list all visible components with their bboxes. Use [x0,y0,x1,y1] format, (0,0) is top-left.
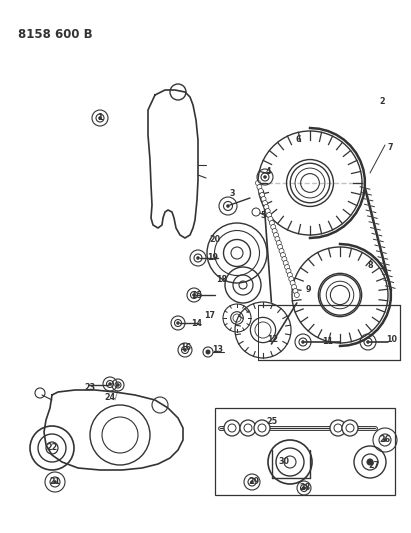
Circle shape [289,277,294,281]
Text: 28: 28 [299,483,311,492]
Text: 5: 5 [260,211,266,220]
Text: 8158 600 B: 8158 600 B [18,28,92,41]
Circle shape [117,384,119,386]
Circle shape [294,293,299,297]
Text: 29: 29 [248,478,260,487]
Circle shape [287,272,292,278]
Circle shape [290,280,295,286]
Text: 4: 4 [265,167,271,176]
Circle shape [254,420,270,436]
Text: 11: 11 [323,337,333,346]
Circle shape [177,322,179,324]
Circle shape [227,205,229,207]
Circle shape [193,294,195,296]
Circle shape [273,232,279,238]
Text: 7: 7 [387,143,393,152]
Text: 22: 22 [46,443,58,453]
Circle shape [275,237,280,241]
Circle shape [197,257,199,259]
Text: 19: 19 [208,254,219,262]
Circle shape [251,481,253,483]
Circle shape [203,347,213,357]
Text: 27: 27 [368,462,380,471]
Text: 24: 24 [104,393,115,402]
Circle shape [268,216,273,222]
Text: 30: 30 [279,457,289,466]
Circle shape [99,117,101,119]
Circle shape [330,420,346,436]
Circle shape [252,208,260,216]
Circle shape [342,420,358,436]
Circle shape [302,341,304,343]
Circle shape [269,221,275,225]
Text: 6: 6 [295,135,301,144]
Circle shape [286,269,291,273]
Text: 10: 10 [386,335,397,344]
Circle shape [303,487,305,489]
Text: 21: 21 [49,478,60,487]
Circle shape [224,420,240,436]
Circle shape [291,285,296,289]
Text: 15: 15 [192,290,203,300]
Circle shape [367,459,373,465]
Circle shape [284,264,290,270]
Text: 16: 16 [180,343,192,352]
Circle shape [367,341,369,343]
Text: 14: 14 [192,319,203,327]
Circle shape [261,197,266,201]
Circle shape [264,176,266,178]
Circle shape [293,288,298,294]
Circle shape [256,181,261,185]
Circle shape [264,205,269,209]
Text: 13: 13 [212,345,224,354]
Circle shape [283,261,288,265]
Circle shape [272,229,277,233]
Text: 17: 17 [205,311,215,319]
Text: 2: 2 [379,98,385,107]
Text: 9: 9 [305,286,311,295]
Circle shape [271,224,276,230]
Circle shape [184,349,186,351]
Circle shape [263,200,268,206]
Text: 1: 1 [97,114,103,123]
Circle shape [384,439,386,441]
Circle shape [279,248,284,254]
Text: 18: 18 [217,276,228,285]
Circle shape [240,420,256,436]
Text: 8: 8 [367,261,373,270]
Circle shape [109,383,111,385]
Text: 20: 20 [210,236,221,245]
Circle shape [260,192,265,198]
Circle shape [278,245,283,249]
Text: 12: 12 [268,335,279,344]
Text: 26: 26 [379,435,390,445]
Text: 25: 25 [266,417,277,426]
Circle shape [265,208,270,214]
Text: 3: 3 [229,189,235,198]
Circle shape [54,481,56,483]
Circle shape [258,189,263,193]
Circle shape [282,256,287,262]
Circle shape [280,253,286,257]
Circle shape [276,240,281,246]
Circle shape [257,184,262,190]
Circle shape [206,350,210,354]
Text: 23: 23 [84,384,96,392]
Circle shape [267,213,272,217]
